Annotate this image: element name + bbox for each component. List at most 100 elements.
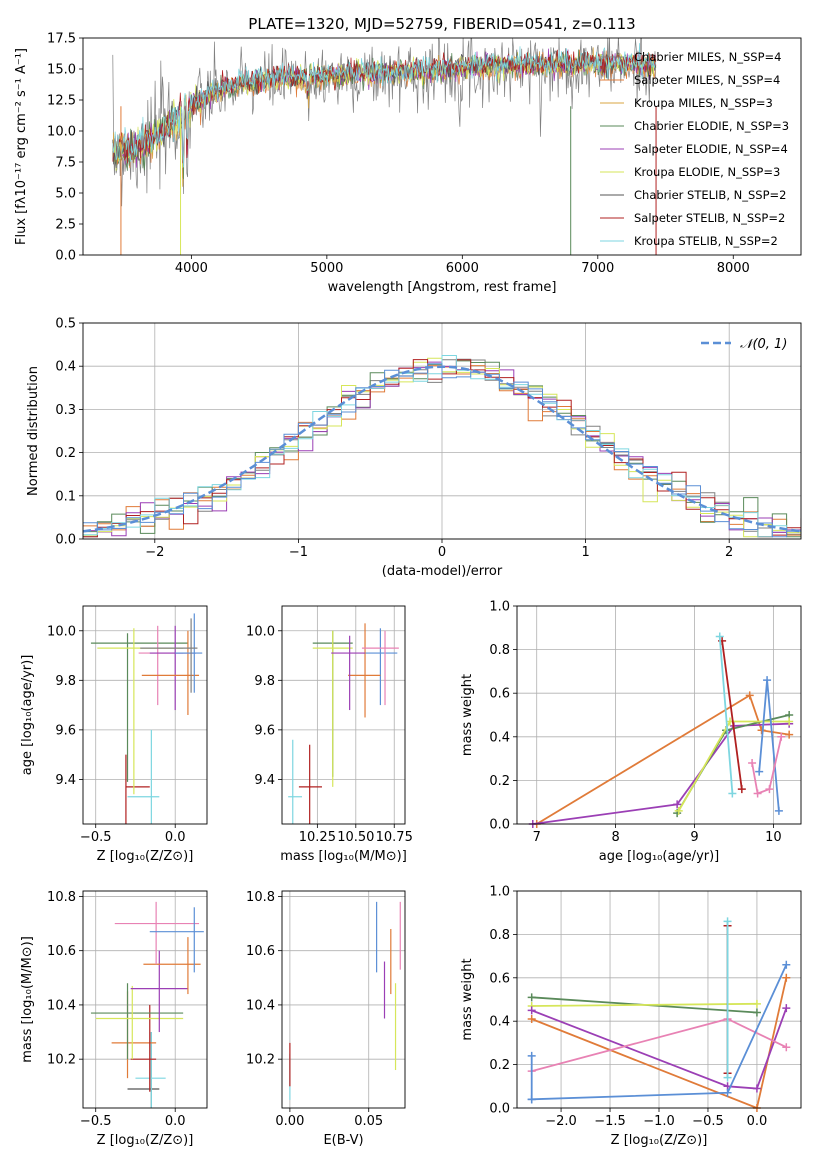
tick-label-x: 4000 xyxy=(175,261,208,276)
tick-label-y: 15.0 xyxy=(47,63,76,78)
tick-label-y: 0.8 xyxy=(489,928,510,943)
tick-label-x: 7000 xyxy=(581,261,614,276)
tick-label-x: −1 xyxy=(289,545,308,560)
tick-label-y: 10.6 xyxy=(246,944,275,959)
tick-label-y: 0.2 xyxy=(489,1058,510,1073)
tick-label-x: 0.00 xyxy=(275,1114,304,1129)
weight-marker xyxy=(715,632,724,641)
tick-label-y: 0.3 xyxy=(55,403,76,418)
weight-marker xyxy=(527,1051,536,1060)
tick-label-y: 10.0 xyxy=(47,125,76,140)
weight-line xyxy=(531,1002,757,1007)
weight-line xyxy=(531,1007,788,1090)
weight-line xyxy=(718,636,734,794)
tick-label-x: −2 xyxy=(145,545,164,560)
tick-label-y: 12.5 xyxy=(47,94,76,109)
tick-label-x: 10.25 xyxy=(299,830,336,845)
weight-marker xyxy=(782,1004,791,1013)
tick-label-y: 0.0 xyxy=(55,533,76,548)
tick-label-x: 7 xyxy=(533,830,541,845)
legend-label: Kroupa ELODIE, N_SSP=3 xyxy=(634,165,780,179)
tick-label-y: 7.5 xyxy=(55,156,76,171)
weight-marker xyxy=(752,1084,761,1093)
axis-label-x: wavelength [Angstrom, rest frame] xyxy=(328,280,557,295)
tick-label-y: 0.4 xyxy=(489,1015,510,1030)
weight-marker xyxy=(777,732,786,741)
axis-label-y: Normed distribution xyxy=(26,366,41,496)
tick-label-y: 1.0 xyxy=(489,885,510,900)
axes-frame xyxy=(281,890,406,1109)
weight-line xyxy=(751,736,783,795)
weight-marker xyxy=(728,789,737,798)
weight-marker xyxy=(782,1043,791,1052)
panel-weight_vs_Z: −2.0 −1.5 −1.0 −0.5 0.0 0.0 0.2 0.4 0.6 0.8 1.0 Z [… xyxy=(460,885,802,1148)
tick-label-y: 9.4 xyxy=(55,773,76,788)
weight-marker xyxy=(753,789,762,798)
tick-label-y: 10.0 xyxy=(246,624,275,639)
panel-residuals: −2 −1 0 1 2 0.0 0.1 0.2 0.3 0.4 0.5 (data-model)/er… xyxy=(26,317,802,579)
tick-label-y: 0.6 xyxy=(489,971,510,986)
weight-marker xyxy=(785,717,794,726)
tick-label-y: 0.4 xyxy=(55,360,76,375)
tick-label-y: 0.0 xyxy=(489,1102,510,1117)
tick-label-y: 9.8 xyxy=(254,674,275,689)
weight-marker xyxy=(674,806,683,815)
histogram-series xyxy=(83,363,801,538)
tick-label-y: 10.6 xyxy=(47,944,76,959)
tick-label-y: 10.0 xyxy=(47,624,76,639)
tick-label-y: 0.4 xyxy=(489,730,510,745)
axes-frame xyxy=(281,605,406,825)
tick-label-y: 2.5 xyxy=(55,218,76,233)
axis-label-y: mass weight xyxy=(460,674,475,756)
axis-label-x: (data-model)/error xyxy=(382,564,503,579)
tick-label-x: 10.75 xyxy=(376,830,413,845)
axis-label-y: mass [log₁₀(M/M⊙)] xyxy=(20,936,35,1063)
tick-label-x: 0.0 xyxy=(165,1114,186,1129)
tick-label-y: 0.5 xyxy=(55,317,76,332)
weight-marker xyxy=(673,800,682,809)
axes-frame xyxy=(82,322,802,540)
axis-label-x: age [log₁₀(age/yr)] xyxy=(599,849,720,864)
tick-label-x: 0.05 xyxy=(354,1114,383,1129)
weight-marker xyxy=(774,806,783,815)
weight-marker xyxy=(527,993,536,1002)
tick-label-y: 9.6 xyxy=(55,723,76,738)
spectrum-line xyxy=(112,38,657,207)
weight-line xyxy=(531,977,788,1108)
panel-mass_vs_Z: −0.5 0.0 10.2 10.4 10.6 10.8 Z [log₁₀(Z/Z⊙)] ma… xyxy=(20,890,208,1148)
tick-label-y: 0.1 xyxy=(55,489,76,504)
tick-label-y: 10.2 xyxy=(47,1053,76,1068)
tick-label-x: 0.0 xyxy=(747,1114,768,1129)
axes-frame xyxy=(82,890,208,1109)
weight-marker xyxy=(782,960,791,969)
axis-label-x: mass [log₁₀(M/M⊙)] xyxy=(280,849,407,864)
weight-marker xyxy=(723,1088,732,1097)
legend-label: Chabrier STELIB, N_SSP=2 xyxy=(634,188,786,202)
tick-label-y: 10.2 xyxy=(246,1053,275,1068)
tick-label-y: 9.8 xyxy=(55,674,76,689)
panel-age_vs_mass: 10.25 10.50 10.75 9.4 9.6 9.8 10.0 mass [log₁₀(… xyxy=(246,605,413,864)
tick-label-x: 10.50 xyxy=(337,830,374,845)
spectrum-line xyxy=(112,43,657,168)
weight-marker xyxy=(785,730,794,739)
tick-label-x: 9 xyxy=(690,830,698,845)
panel-age_vs_Z: −0.5 0.0 9.4 9.6 9.8 10.0 Z [log₁₀(Z/Z⊙)] age [… xyxy=(20,605,208,864)
legend-label: Kroupa STELIB, N_SSP=2 xyxy=(634,234,778,248)
tick-label-y: 9.6 xyxy=(254,723,275,738)
tick-label-x: −1.5 xyxy=(594,1114,626,1129)
axis-label-y: age [log₁₀(age/yr)] xyxy=(20,655,35,776)
axis-label-x: Z [log₁₀(Z/Z⊙)] xyxy=(97,1133,194,1148)
tick-label-y: 5.0 xyxy=(55,187,76,202)
axis-label-y: mass weight xyxy=(460,958,475,1040)
weight-marker xyxy=(723,1073,732,1082)
tick-label-x: −2.0 xyxy=(545,1114,577,1129)
tick-label-x: 8 xyxy=(611,830,619,845)
tick-label-x: 2 xyxy=(725,545,733,560)
tick-label-y: 0.0 xyxy=(489,818,510,833)
tick-label-x: 5000 xyxy=(310,261,343,276)
axis-label-x: Z [log₁₀(Z/Z⊙)] xyxy=(97,849,194,864)
legend-label: Salpeter ELODIE, N_SSP=4 xyxy=(634,142,788,156)
legend-label: Kroupa MILES, N_SSP=3 xyxy=(634,96,773,110)
tick-label-x: −0.5 xyxy=(692,1114,724,1129)
weight-marker xyxy=(782,973,791,982)
